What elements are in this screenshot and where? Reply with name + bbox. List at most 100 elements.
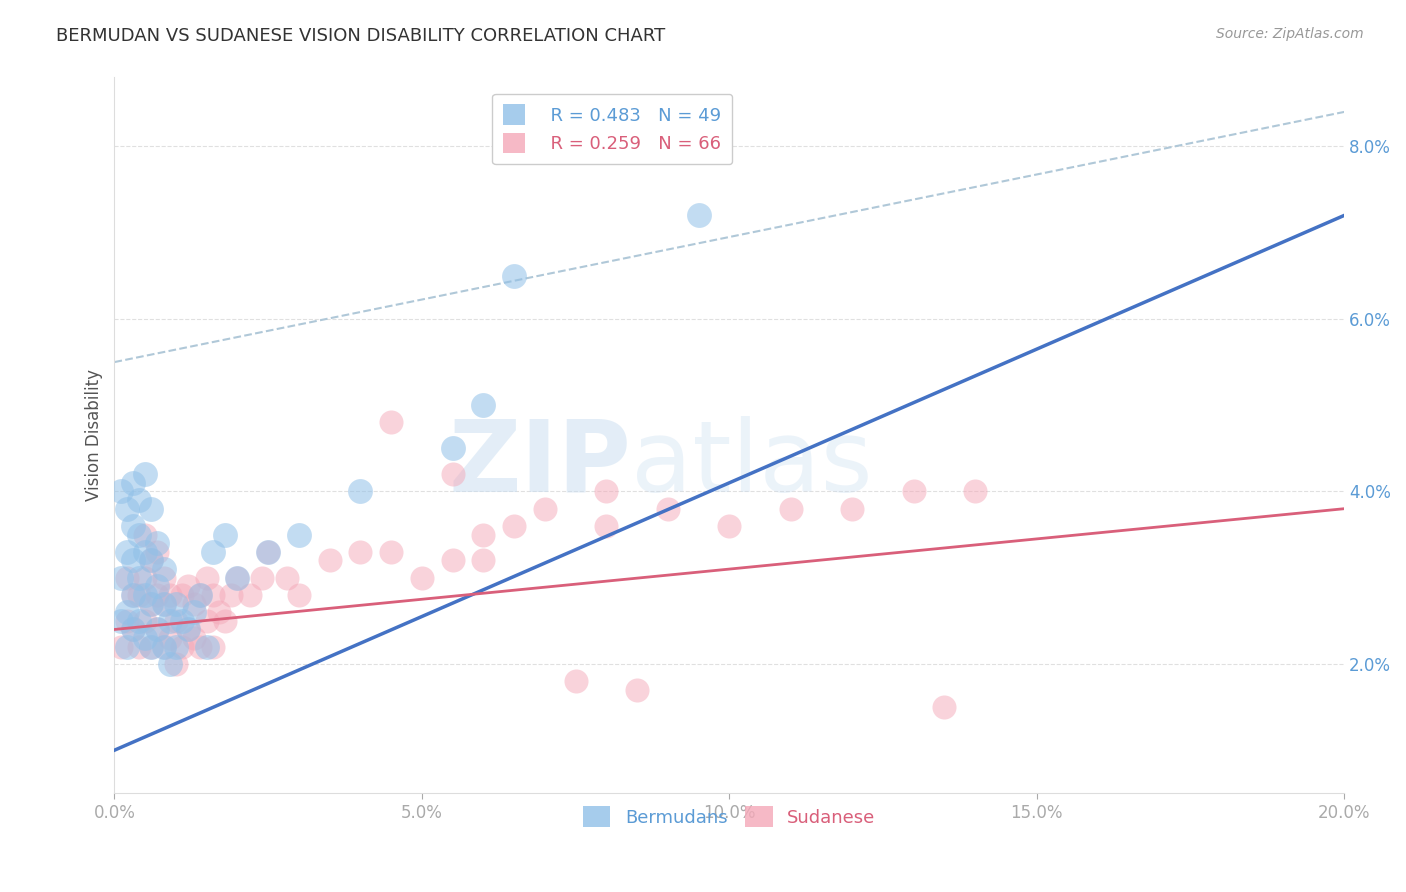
Point xyxy=(141,640,163,654)
Point xyxy=(115,501,138,516)
Point xyxy=(533,501,555,516)
Point xyxy=(146,536,169,550)
Point xyxy=(141,553,163,567)
Point xyxy=(177,623,200,637)
Point xyxy=(110,614,132,628)
Point xyxy=(903,484,925,499)
Point xyxy=(121,623,143,637)
Point xyxy=(718,519,741,533)
Point xyxy=(146,545,169,559)
Point xyxy=(141,597,163,611)
Point xyxy=(141,597,163,611)
Point xyxy=(657,501,679,516)
Point xyxy=(141,553,163,567)
Point xyxy=(318,553,340,567)
Point xyxy=(183,605,205,619)
Point xyxy=(121,588,143,602)
Point xyxy=(201,640,224,654)
Point xyxy=(128,588,150,602)
Point xyxy=(626,682,648,697)
Point xyxy=(110,484,132,499)
Point xyxy=(115,545,138,559)
Point xyxy=(250,571,273,585)
Point xyxy=(472,398,495,412)
Point xyxy=(159,614,181,628)
Text: BERMUDAN VS SUDANESE VISION DISABILITY CORRELATION CHART: BERMUDAN VS SUDANESE VISION DISABILITY C… xyxy=(56,27,665,45)
Point xyxy=(219,588,242,602)
Point xyxy=(141,501,163,516)
Point xyxy=(146,579,169,593)
Point xyxy=(349,545,371,559)
Point xyxy=(128,571,150,585)
Point xyxy=(195,571,218,585)
Point xyxy=(128,527,150,541)
Point xyxy=(165,657,187,671)
Point xyxy=(121,475,143,490)
Point xyxy=(152,640,174,654)
Legend: Bermudans, Sudanese: Bermudans, Sudanese xyxy=(576,799,883,834)
Point xyxy=(115,614,138,628)
Point xyxy=(441,553,464,567)
Point xyxy=(134,545,156,559)
Point xyxy=(503,519,526,533)
Point xyxy=(134,614,156,628)
Point xyxy=(165,597,187,611)
Point xyxy=(441,442,464,456)
Text: atlas: atlas xyxy=(631,416,873,513)
Point xyxy=(159,631,181,645)
Text: Source: ZipAtlas.com: Source: ZipAtlas.com xyxy=(1216,27,1364,41)
Point xyxy=(128,640,150,654)
Point xyxy=(208,605,231,619)
Point xyxy=(288,588,311,602)
Point xyxy=(595,519,617,533)
Point xyxy=(688,209,710,223)
Point xyxy=(152,562,174,576)
Point xyxy=(183,597,205,611)
Point xyxy=(152,597,174,611)
Point xyxy=(201,588,224,602)
Point xyxy=(170,614,193,628)
Point xyxy=(134,588,156,602)
Point xyxy=(564,674,586,689)
Point xyxy=(503,268,526,283)
Point xyxy=(121,588,143,602)
Y-axis label: Vision Disability: Vision Disability xyxy=(86,369,103,501)
Point xyxy=(146,623,169,637)
Point xyxy=(257,545,280,559)
Point xyxy=(159,588,181,602)
Point xyxy=(472,553,495,567)
Point xyxy=(152,597,174,611)
Point xyxy=(134,467,156,482)
Point xyxy=(965,484,987,499)
Point xyxy=(472,527,495,541)
Point xyxy=(177,579,200,593)
Point xyxy=(214,614,236,628)
Point xyxy=(134,527,156,541)
Point xyxy=(110,571,132,585)
Point xyxy=(115,605,138,619)
Point xyxy=(226,571,249,585)
Point xyxy=(380,416,402,430)
Point xyxy=(841,501,863,516)
Point xyxy=(190,588,212,602)
Point xyxy=(115,571,138,585)
Point xyxy=(134,631,156,645)
Point xyxy=(411,571,433,585)
Point xyxy=(349,484,371,499)
Point xyxy=(288,527,311,541)
Point xyxy=(115,640,138,654)
Point xyxy=(152,640,174,654)
Point xyxy=(152,571,174,585)
Point xyxy=(128,614,150,628)
Point xyxy=(276,571,298,585)
Point xyxy=(110,640,132,654)
Point xyxy=(121,519,143,533)
Point xyxy=(190,640,212,654)
Point xyxy=(441,467,464,482)
Point xyxy=(170,640,193,654)
Point xyxy=(190,588,212,602)
Point xyxy=(201,545,224,559)
Point xyxy=(165,614,187,628)
Point xyxy=(121,553,143,567)
Point xyxy=(121,623,143,637)
